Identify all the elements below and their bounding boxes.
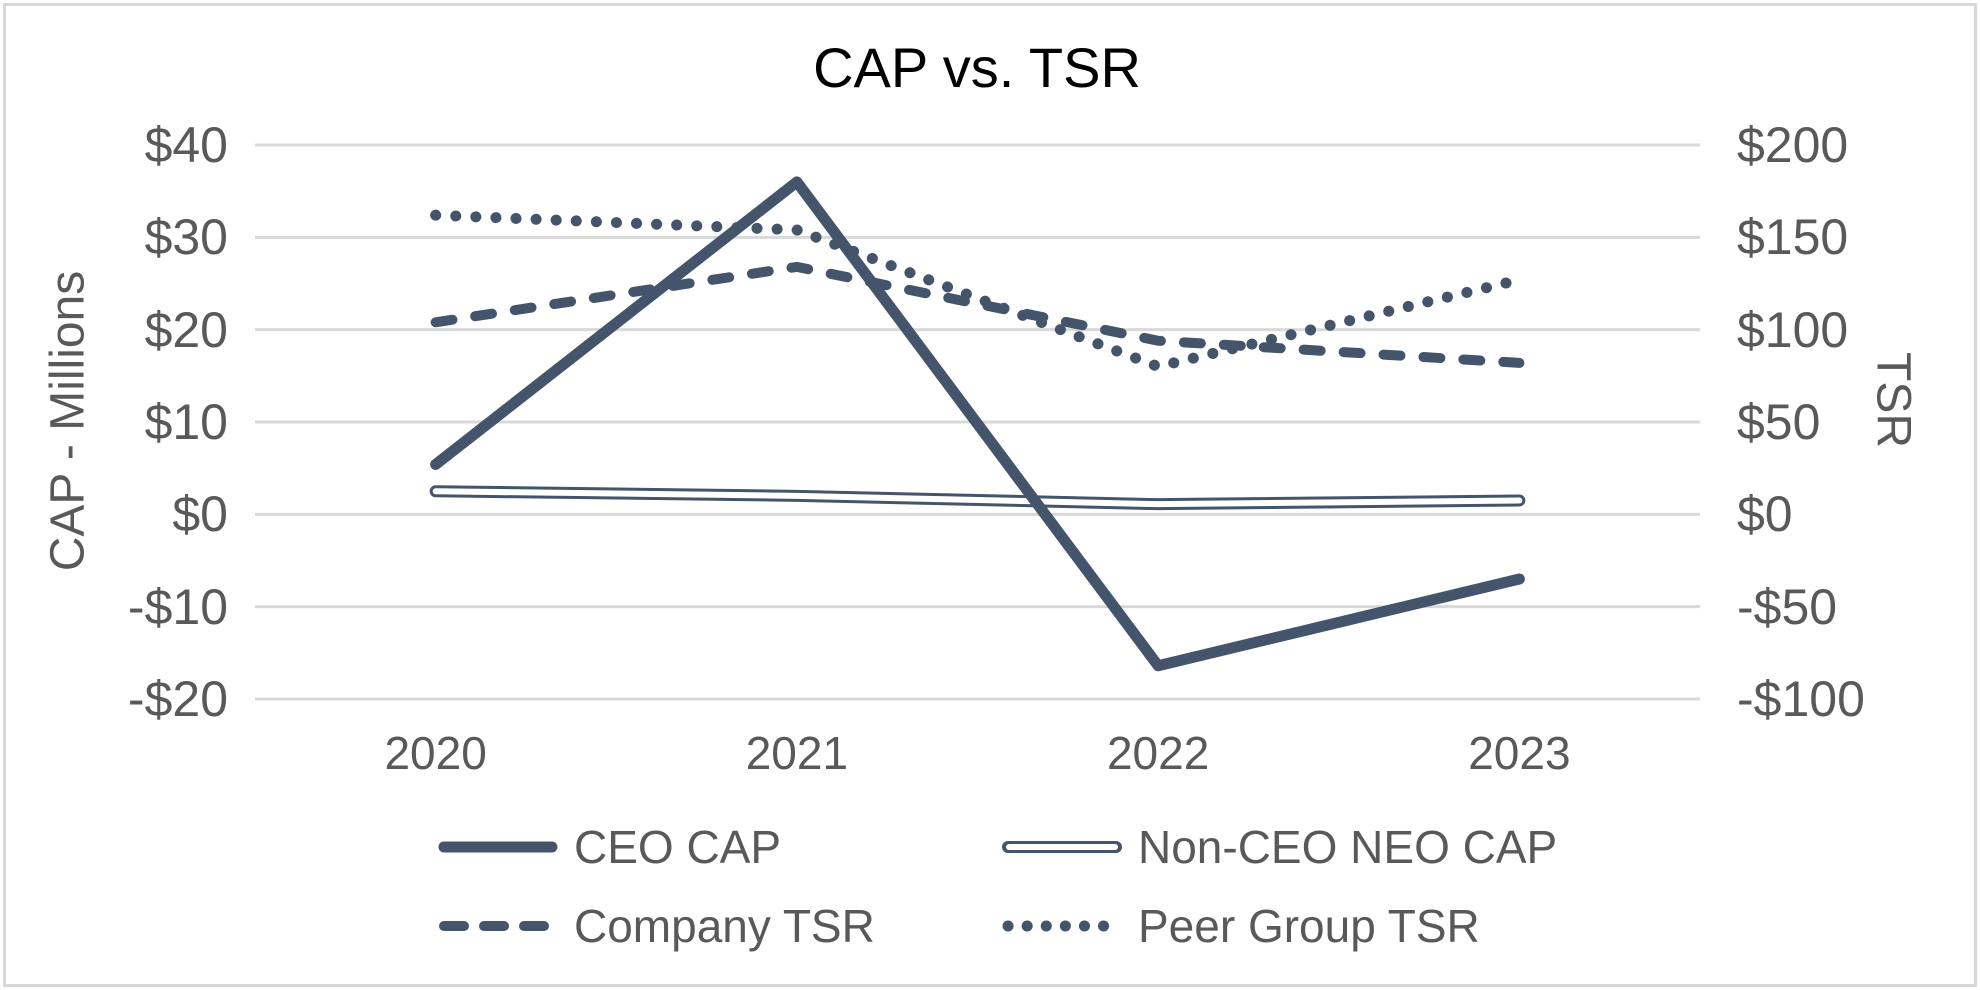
left-axis-tick-label: -$20 xyxy=(127,671,228,727)
right-axis-tick-label: -$100 xyxy=(1737,671,1865,727)
legend-label: Company TSR xyxy=(574,900,875,952)
series-line-non-ceo-neo-cap-inner xyxy=(432,488,1523,508)
x-axis-tick-label: 2022 xyxy=(1106,727,1210,779)
left-axis-tick-label: -$10 xyxy=(127,578,228,635)
x-axis-tick-label: 2021 xyxy=(745,727,849,779)
chart-title: CAP vs. TSR xyxy=(813,36,1141,99)
right-axis-tick-label: -$50 xyxy=(1737,578,1838,635)
left-axis-tick-label: $20 xyxy=(144,301,228,358)
legend-swatch-dashed-icon xyxy=(439,921,557,931)
series-line-peer-group-tsr xyxy=(430,209,1525,373)
right-axis-tick-label: $150 xyxy=(1737,209,1849,266)
legend-item-peer-group-tsr: Peer Group TSR xyxy=(1002,900,1480,952)
left-axis-tick-label: $30 xyxy=(144,209,228,266)
right-axis-tick-label: $50 xyxy=(1737,394,1821,450)
legend-label: CEO CAP xyxy=(574,821,782,873)
series-line-ceo-cap xyxy=(430,176,1525,672)
legend-item-non-ceo-neo-cap: Non-CEO NEO CAP xyxy=(1002,821,1557,873)
right-axis-tick-label: $200 xyxy=(1737,117,1849,173)
legend-swatch-dotted-icon xyxy=(1002,920,1122,932)
legend-item-company-tsr: Company TSR xyxy=(438,900,875,952)
left-axis-tick-label: $40 xyxy=(144,117,228,173)
x-axis-tick-label: 2023 xyxy=(1468,727,1571,779)
right-axis-tick-label: $0 xyxy=(1737,486,1793,543)
left-axis-tick-label: $0 xyxy=(172,486,228,543)
legend-item-ceo-cap: CEO CAP xyxy=(438,821,781,873)
x-axis-tick-label: 2020 xyxy=(384,727,487,779)
legend-label: Non-CEO NEO CAP xyxy=(1138,821,1558,873)
series-line-company-tsr xyxy=(430,261,1525,368)
left-axis-tick-label: $10 xyxy=(144,394,228,450)
legend-label: Peer Group TSR xyxy=(1138,900,1480,952)
legend-swatch-outlined-icon xyxy=(1002,841,1122,853)
right-axis-tick-label: $100 xyxy=(1737,301,1849,358)
legend-swatch-solid-thick-icon xyxy=(438,841,558,853)
